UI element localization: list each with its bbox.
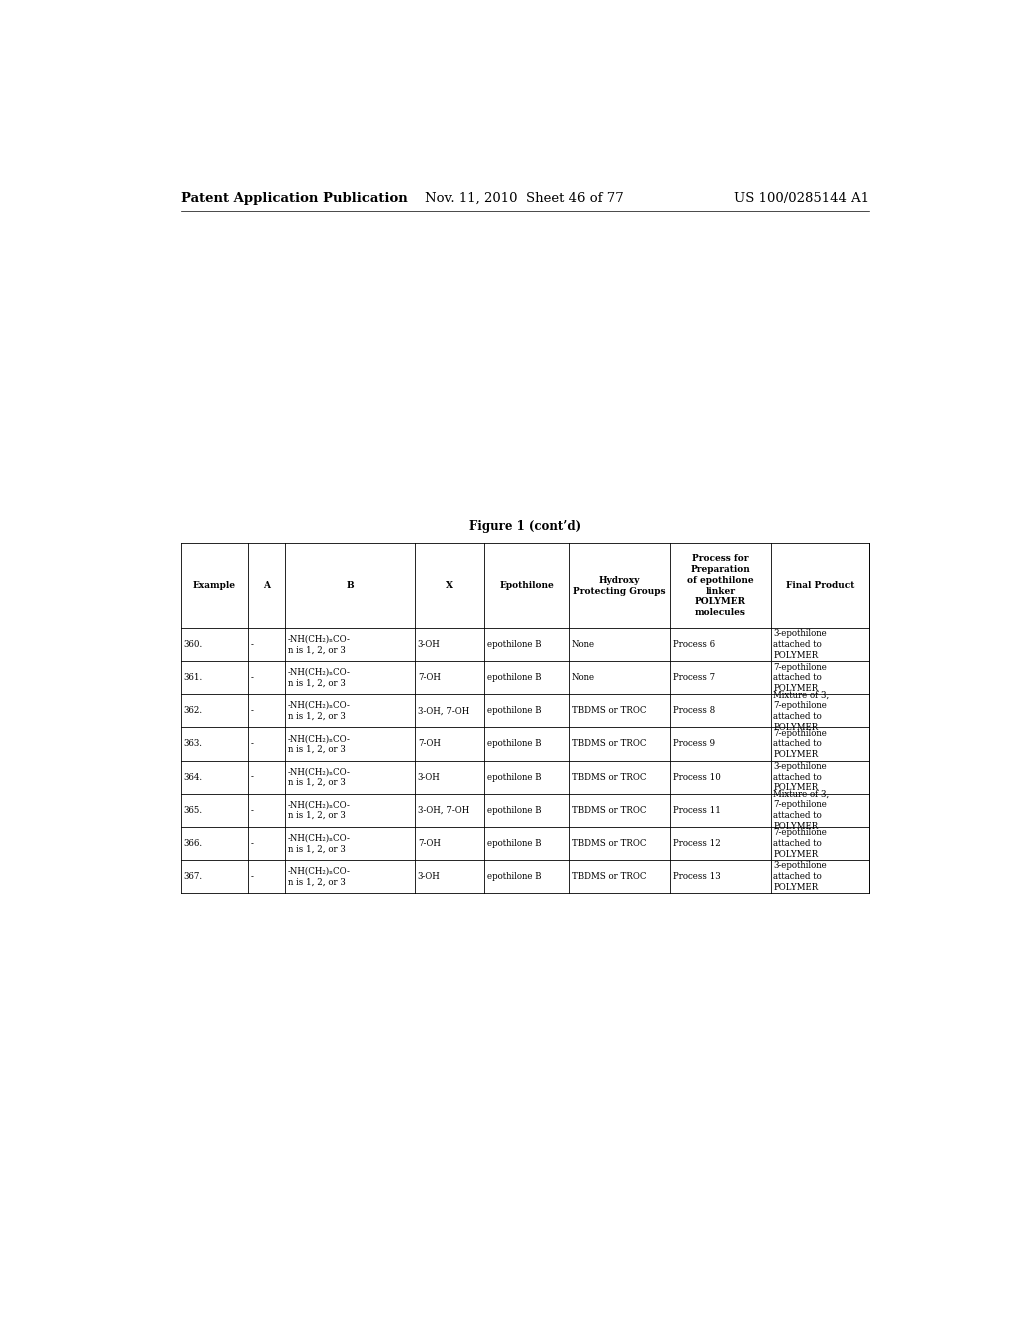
Text: -NH(CH₂)ₙCO-
n is 1, 2, or 3: -NH(CH₂)ₙCO- n is 1, 2, or 3: [288, 734, 351, 754]
Text: TBDMS or TROC: TBDMS or TROC: [572, 706, 646, 715]
Text: epothilone B: epothilone B: [487, 706, 542, 715]
Text: epothilone B: epothilone B: [487, 805, 542, 814]
Text: X: X: [446, 581, 454, 590]
Text: Process 10: Process 10: [673, 772, 721, 781]
Text: epothilone B: epothilone B: [487, 838, 542, 847]
Text: 362.: 362.: [183, 706, 203, 715]
Text: -: -: [250, 772, 253, 781]
Text: 365.: 365.: [183, 805, 203, 814]
Text: -NH(CH₂)ₙCO-
n is 1, 2, or 3: -NH(CH₂)ₙCO- n is 1, 2, or 3: [288, 833, 351, 853]
Text: US 100/0285144 A1: US 100/0285144 A1: [734, 191, 869, 205]
Text: -: -: [250, 838, 253, 847]
Text: Process 9: Process 9: [673, 739, 715, 748]
Text: Hydroxy
Protecting Groups: Hydroxy Protecting Groups: [573, 576, 666, 595]
Text: None: None: [572, 673, 595, 682]
Text: -NH(CH₂)ₙCO-
n is 1, 2, or 3: -NH(CH₂)ₙCO- n is 1, 2, or 3: [288, 668, 351, 688]
Text: -NH(CH₂)ₙCO-
n is 1, 2, or 3: -NH(CH₂)ₙCO- n is 1, 2, or 3: [288, 800, 351, 820]
Text: -NH(CH₂)ₙCO-
n is 1, 2, or 3: -NH(CH₂)ₙCO- n is 1, 2, or 3: [288, 635, 351, 655]
Text: Mixture of 3,
7-epothilone
attached to
POLYMER: Mixture of 3, 7-epothilone attached to P…: [773, 690, 829, 731]
Text: epothilone B: epothilone B: [487, 772, 542, 781]
Text: epothilone B: epothilone B: [487, 739, 542, 748]
Text: Example: Example: [193, 581, 236, 590]
Text: Figure 1 (cont’d): Figure 1 (cont’d): [469, 520, 581, 533]
Text: TBDMS or TROC: TBDMS or TROC: [572, 838, 646, 847]
Text: Nov. 11, 2010  Sheet 46 of 77: Nov. 11, 2010 Sheet 46 of 77: [425, 191, 625, 205]
Text: 363.: 363.: [183, 739, 203, 748]
Text: 367.: 367.: [183, 873, 203, 880]
Text: A: A: [263, 581, 270, 590]
Text: TBDMS or TROC: TBDMS or TROC: [572, 873, 646, 880]
Text: 7-epothilone
attached to
POLYMER: 7-epothilone attached to POLYMER: [773, 828, 827, 858]
Text: Epothilone: Epothilone: [500, 581, 554, 590]
Text: 3-OH: 3-OH: [418, 873, 440, 880]
Text: TBDMS or TROC: TBDMS or TROC: [572, 739, 646, 748]
Text: -: -: [250, 739, 253, 748]
Text: 3-OH, 7-OH: 3-OH, 7-OH: [418, 706, 469, 715]
Text: -: -: [250, 873, 253, 880]
Text: -: -: [250, 673, 253, 682]
Text: 3-OH: 3-OH: [418, 772, 440, 781]
Text: epothilone B: epothilone B: [487, 673, 542, 682]
Text: 7-epothilone
attached to
POLYMER: 7-epothilone attached to POLYMER: [773, 663, 827, 693]
Text: Patent Application Publication: Patent Application Publication: [180, 191, 408, 205]
Text: 7-OH: 7-OH: [418, 838, 440, 847]
Text: -NH(CH₂)ₙCO-
n is 1, 2, or 3: -NH(CH₂)ₙCO- n is 1, 2, or 3: [288, 866, 351, 886]
Text: 360.: 360.: [183, 640, 203, 649]
Text: 3-OH, 7-OH: 3-OH, 7-OH: [418, 805, 469, 814]
Text: -: -: [250, 640, 253, 649]
Text: Process 6: Process 6: [673, 640, 715, 649]
Text: -NH(CH₂)ₙCO-
n is 1, 2, or 3: -NH(CH₂)ₙCO- n is 1, 2, or 3: [288, 767, 351, 787]
Text: 7-epothilone
attached to
POLYMER: 7-epothilone attached to POLYMER: [773, 729, 827, 759]
Text: Final Product: Final Product: [785, 581, 854, 590]
Text: 361.: 361.: [183, 673, 203, 682]
Text: 3-epothilone
attached to
POLYMER: 3-epothilone attached to POLYMER: [773, 630, 827, 660]
Text: epothilone B: epothilone B: [487, 640, 542, 649]
Text: TBDMS or TROC: TBDMS or TROC: [572, 772, 646, 781]
Text: Mixture of 3,
7-epothilone
attached to
POLYMER: Mixture of 3, 7-epothilone attached to P…: [773, 789, 829, 830]
Text: 3-epothilone
attached to
POLYMER: 3-epothilone attached to POLYMER: [773, 762, 827, 792]
Text: -: -: [250, 706, 253, 715]
Text: 3-OH: 3-OH: [418, 640, 440, 649]
Text: TBDMS or TROC: TBDMS or TROC: [572, 805, 646, 814]
Text: 7-OH: 7-OH: [418, 673, 440, 682]
Text: 3-epothilone
attached to
POLYMER: 3-epothilone attached to POLYMER: [773, 861, 827, 892]
Text: Process 8: Process 8: [673, 706, 715, 715]
Text: -: -: [250, 805, 253, 814]
Text: B: B: [346, 581, 354, 590]
Text: Process 7: Process 7: [673, 673, 715, 682]
Text: Process for
Preparation
of epothilone
linker
POLYMER
molecules: Process for Preparation of epothilone li…: [687, 554, 754, 618]
Text: -NH(CH₂)ₙCO-
n is 1, 2, or 3: -NH(CH₂)ₙCO- n is 1, 2, or 3: [288, 701, 351, 721]
Text: Process 11: Process 11: [673, 805, 721, 814]
Text: epothilone B: epothilone B: [487, 873, 542, 880]
Text: Process 12: Process 12: [673, 838, 720, 847]
Text: 7-OH: 7-OH: [418, 739, 440, 748]
Text: 366.: 366.: [183, 838, 203, 847]
Text: 364.: 364.: [183, 772, 203, 781]
Text: None: None: [572, 640, 595, 649]
Text: Process 13: Process 13: [673, 873, 720, 880]
